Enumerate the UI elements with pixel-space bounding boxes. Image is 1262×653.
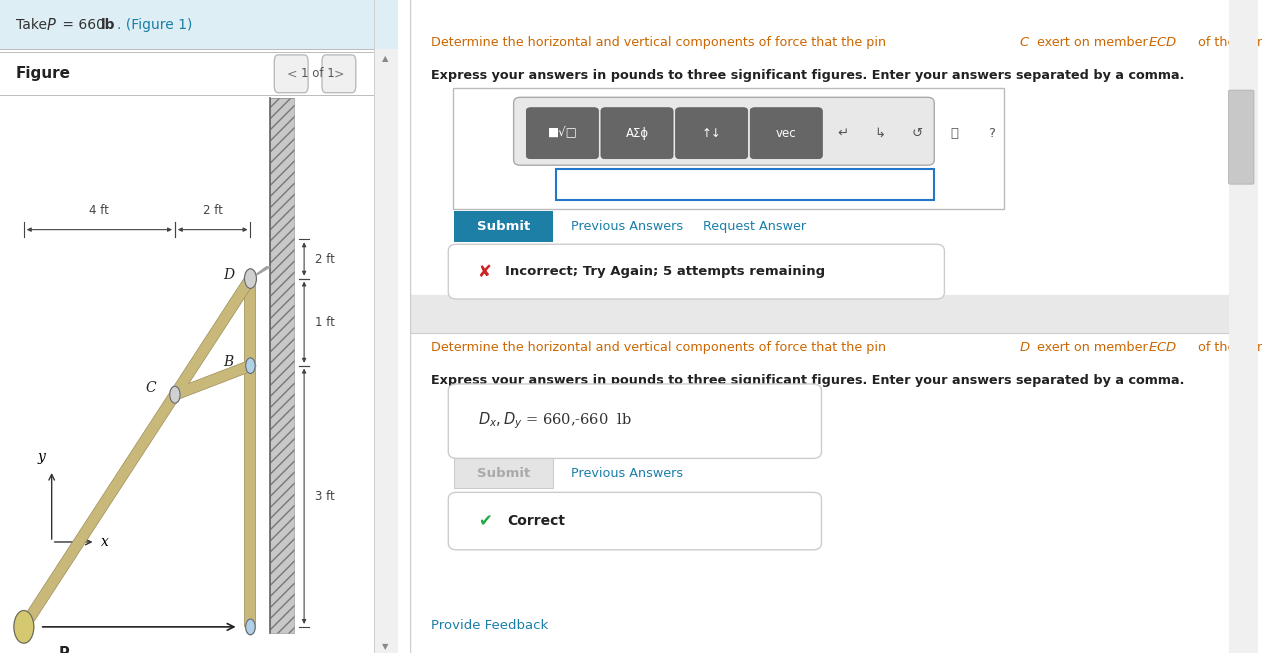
Text: D: D <box>223 268 235 282</box>
Bar <box>0 0 398 49</box>
FancyBboxPatch shape <box>448 492 822 550</box>
Text: lb: lb <box>101 18 116 32</box>
Text: $P$: $P$ <box>45 17 57 33</box>
Text: 4 ft: 4 ft <box>90 204 110 217</box>
FancyBboxPatch shape <box>448 384 822 458</box>
Text: Express your answers in pounds to three significant figures. Enter your answers : Express your answers in pounds to three … <box>432 69 1185 82</box>
Text: C: C <box>145 381 156 395</box>
Text: $ECD$: $ECD$ <box>1148 36 1177 49</box>
FancyBboxPatch shape <box>557 169 934 200</box>
Text: $ECD$: $ECD$ <box>1148 341 1177 354</box>
Text: 1 of 1: 1 of 1 <box>302 67 334 80</box>
Text: Determine the horizontal and vertical components of force that the pin: Determine the horizontal and vertical co… <box>432 36 891 49</box>
Text: Express your answers in pounds to three significant figures. Enter your answers : Express your answers in pounds to three … <box>432 374 1185 387</box>
Circle shape <box>14 611 34 643</box>
Text: Correct: Correct <box>507 514 565 528</box>
Text: Figure: Figure <box>16 66 71 80</box>
Text: Determine the horizontal and vertical components of force that the pin: Determine the horizontal and vertical co… <box>432 341 891 354</box>
Text: $C_x, C_y$ =: $C_x, C_y$ = <box>473 176 533 197</box>
Bar <box>374 49 398 653</box>
Polygon shape <box>250 267 270 279</box>
FancyBboxPatch shape <box>322 55 356 93</box>
Bar <box>410 295 1258 333</box>
Text: of the frame.: of the frame. <box>1194 341 1262 354</box>
Text: >: > <box>334 67 345 80</box>
Text: $D_x, D_y$ = 660,-660  lb: $D_x, D_y$ = 660,-660 lb <box>478 411 632 432</box>
Text: ✘: ✘ <box>478 263 492 281</box>
FancyBboxPatch shape <box>675 108 747 159</box>
Text: ■√□: ■√□ <box>548 127 577 140</box>
Text: Submit: Submit <box>477 220 530 233</box>
Text: Provide Feedback: Provide Feedback <box>432 619 549 632</box>
Circle shape <box>246 358 255 374</box>
Text: $D$: $D$ <box>1018 341 1031 354</box>
Text: Previous Answers: Previous Answers <box>572 467 684 480</box>
FancyBboxPatch shape <box>453 88 1003 209</box>
FancyBboxPatch shape <box>750 108 823 159</box>
Text: of the frame.: of the frame. <box>1194 36 1262 49</box>
Text: ▼: ▼ <box>1239 638 1247 648</box>
Text: AΣϕ: AΣϕ <box>626 127 649 140</box>
Bar <box>270 98 294 633</box>
FancyBboxPatch shape <box>454 458 553 488</box>
Text: ▲: ▲ <box>1239 5 1247 15</box>
FancyBboxPatch shape <box>448 244 944 299</box>
Text: $C$: $C$ <box>1018 36 1030 49</box>
Text: Take: Take <box>16 18 52 32</box>
Text: P: P <box>58 646 69 653</box>
FancyBboxPatch shape <box>601 108 673 159</box>
Text: ↳: ↳ <box>875 127 886 140</box>
Text: . (Figure 1): . (Figure 1) <box>117 18 193 32</box>
Text: ?: ? <box>988 127 996 140</box>
Text: Request Answer: Request Answer <box>703 220 806 233</box>
Circle shape <box>170 386 180 403</box>
Circle shape <box>245 269 256 289</box>
Text: ↵: ↵ <box>837 127 848 140</box>
Text: ▼: ▼ <box>438 309 445 319</box>
Text: 2 ft: 2 ft <box>203 204 222 217</box>
Text: ↺: ↺ <box>911 127 923 140</box>
Text: ✔: ✔ <box>478 512 492 530</box>
Text: ⎗: ⎗ <box>950 127 959 140</box>
Text: vec: vec <box>776 127 796 140</box>
Bar <box>0 52 398 95</box>
Text: 3 ft: 3 ft <box>316 490 334 503</box>
Text: = 660: = 660 <box>58 18 109 32</box>
Text: Submit: Submit <box>477 467 530 480</box>
Text: x: x <box>101 535 110 549</box>
Text: 1 ft: 1 ft <box>316 315 336 328</box>
Text: <: < <box>286 67 297 80</box>
FancyArrowPatch shape <box>43 624 233 630</box>
FancyBboxPatch shape <box>274 55 308 93</box>
Bar <box>1228 0 1258 653</box>
Text: lb: lb <box>940 178 954 192</box>
FancyBboxPatch shape <box>454 211 553 242</box>
FancyBboxPatch shape <box>1228 90 1254 184</box>
Text: Previous Answers: Previous Answers <box>572 220 684 233</box>
Bar <box>270 98 294 633</box>
FancyBboxPatch shape <box>526 108 598 159</box>
Text: ↑↓: ↑↓ <box>702 127 722 140</box>
Text: B: B <box>223 355 233 370</box>
Text: exert on member: exert on member <box>1032 341 1151 354</box>
Text: exert on member: exert on member <box>1032 36 1151 49</box>
Text: y: y <box>38 450 45 464</box>
Text: ▼: ▼ <box>382 642 389 651</box>
Circle shape <box>246 619 255 635</box>
FancyBboxPatch shape <box>514 97 934 165</box>
Text: Incorrect; Try Again; 5 attempts remaining: Incorrect; Try Again; 5 attempts remaini… <box>505 265 825 278</box>
Text: 2 ft: 2 ft <box>316 253 336 266</box>
Text: ▲: ▲ <box>382 54 389 63</box>
Text: Part B: Part B <box>461 307 512 321</box>
